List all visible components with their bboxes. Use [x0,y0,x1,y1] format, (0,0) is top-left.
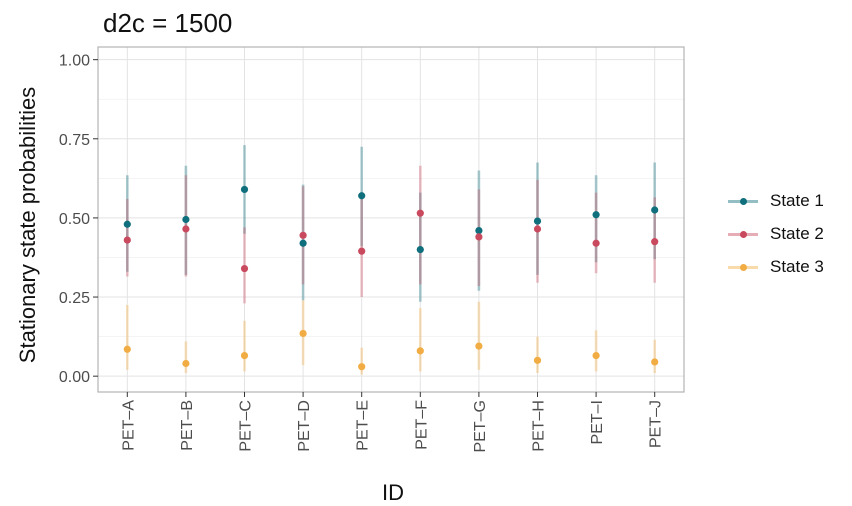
legend-item-series-3[interactable]: State 3 [724,250,824,283]
y-tick-label: 0.50 [59,211,90,228]
legend-dot-icon [740,230,747,238]
data-point-series-1 [123,220,131,228]
data-point-series-2 [123,236,131,244]
legend-dot-icon [740,263,747,271]
legend: State 1 State 2 State 3 [724,184,824,283]
legend-key-icon [724,224,762,244]
legend-dot-icon [740,197,747,205]
data-point-series-2 [475,233,483,241]
data-point-series-3 [299,329,307,338]
data-point-series-3 [592,352,600,360]
data-point-series-2 [592,239,600,247]
x-tick-label: PET–D [296,400,313,452]
data-point-series-2 [299,231,307,239]
data-points [123,185,659,371]
x-tick-label: PET–G [472,400,489,452]
data-point-series-1 [475,226,483,235]
data-point-series-1 [240,185,249,194]
data-point-series-2 [533,225,542,233]
legend-label: State 3 [770,256,824,276]
y-tick-label: 0.00 [59,369,90,386]
data-point-series-1 [416,245,424,254]
data-point-series-2 [182,225,190,233]
data-point-series-3 [533,356,542,364]
x-tick-label: PET–B [179,400,196,451]
y-tick-label: 0.25 [59,290,90,307]
legend-item-series-2[interactable]: State 2 [724,217,824,250]
legend-key-icon [724,191,762,211]
chart-title: d2c = 1500 [103,8,233,38]
data-point-series-3 [182,359,190,368]
data-point-series-1 [533,217,542,225]
x-axis-label: ID [382,480,404,505]
legend-label: State 2 [770,223,824,243]
data-point-series-3 [416,347,424,355]
x-tick-label: PET–J [648,400,665,448]
x-tick-label: PET–E [355,400,372,451]
y-axis-ticks: 0.00 0.25 0.50 0.75 1.00 [59,53,98,386]
x-tick-label: PET–F [413,400,430,450]
x-axis-ticks: PET–A PET–B PET–C PET–D PET–E PET–F PET–G PET–H… [120,392,665,452]
panel-border [97,46,685,393]
data-point-series-2 [651,238,659,246]
data-point-series-3 [358,363,366,371]
data-point-series-1 [358,192,366,200]
data-point-series-3 [651,358,659,366]
data-point-series-2 [240,264,249,273]
data-point-series-1 [592,211,600,219]
legend-key-icon [724,257,762,277]
legend-item-series-1[interactable]: State 1 [724,184,824,217]
x-tick-label: PET–C [238,400,255,452]
y-tick-label: 1.00 [59,53,90,70]
data-point-series-2 [416,209,424,217]
data-point-series-1 [651,206,659,214]
data-point-series-3 [123,345,131,353]
x-tick-label: PET–I [589,400,606,444]
x-tick-label: PET–H [531,400,548,452]
data-point-series-3 [475,342,483,350]
legend-label: State 1 [770,190,824,210]
data-point-series-3 [240,352,249,360]
error-bars [126,145,657,375]
y-tick-label: 0.75 [59,132,90,149]
data-point-series-2 [358,247,366,255]
x-tick-label: PET–A [120,400,137,451]
data-point-series-1 [182,215,190,224]
data-point-series-1 [299,239,307,247]
